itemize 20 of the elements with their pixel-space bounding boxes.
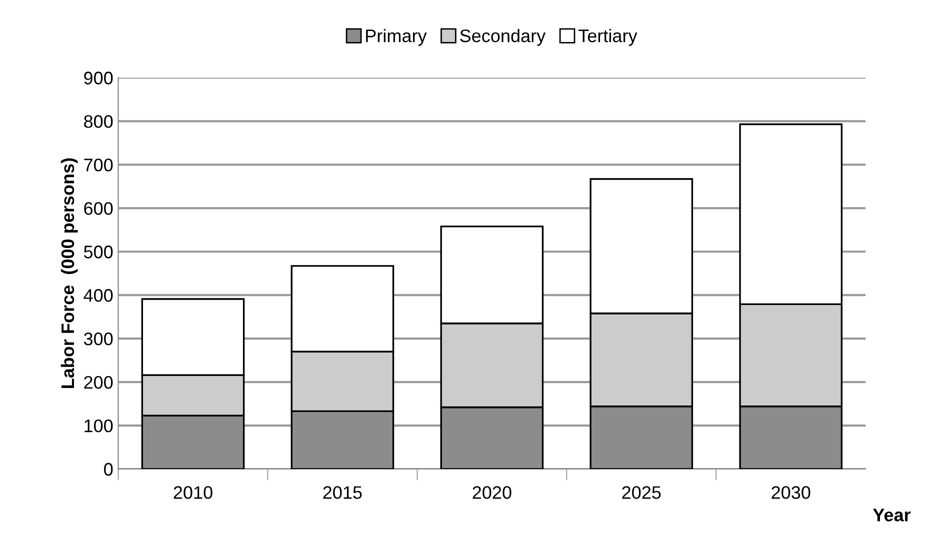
y-tick-label: 100 [84, 419, 113, 432]
x-axis-title: Year [872, 508, 911, 522]
x-tick-label: 2020 [472, 486, 512, 499]
y-tick-label: 300 [84, 332, 113, 346]
y-tick-label: 900 [84, 72, 113, 84]
legend-label: Secondary [460, 28, 546, 46]
y-tick-label: 400 [84, 289, 113, 302]
legend-label: Primary [366, 28, 427, 46]
y-tick-label: 800 [84, 115, 113, 128]
x-tick-label: 2030 [772, 486, 810, 499]
y-tick-label: 500 [84, 246, 113, 258]
y-tick-label: 0 [104, 462, 113, 476]
y-tick-label: 600 [84, 202, 113, 215]
y-axis-title: Labor Force (000 persons) [60, 158, 78, 388]
x-tick-label: 2015 [323, 486, 362, 499]
x-tick-label: 2010 [174, 486, 212, 499]
legend-label: Tertiary [578, 28, 638, 46]
y-tick-label: 200 [84, 376, 113, 389]
y-tick-label: 700 [84, 158, 113, 172]
x-tick-label: 2025 [622, 486, 661, 499]
